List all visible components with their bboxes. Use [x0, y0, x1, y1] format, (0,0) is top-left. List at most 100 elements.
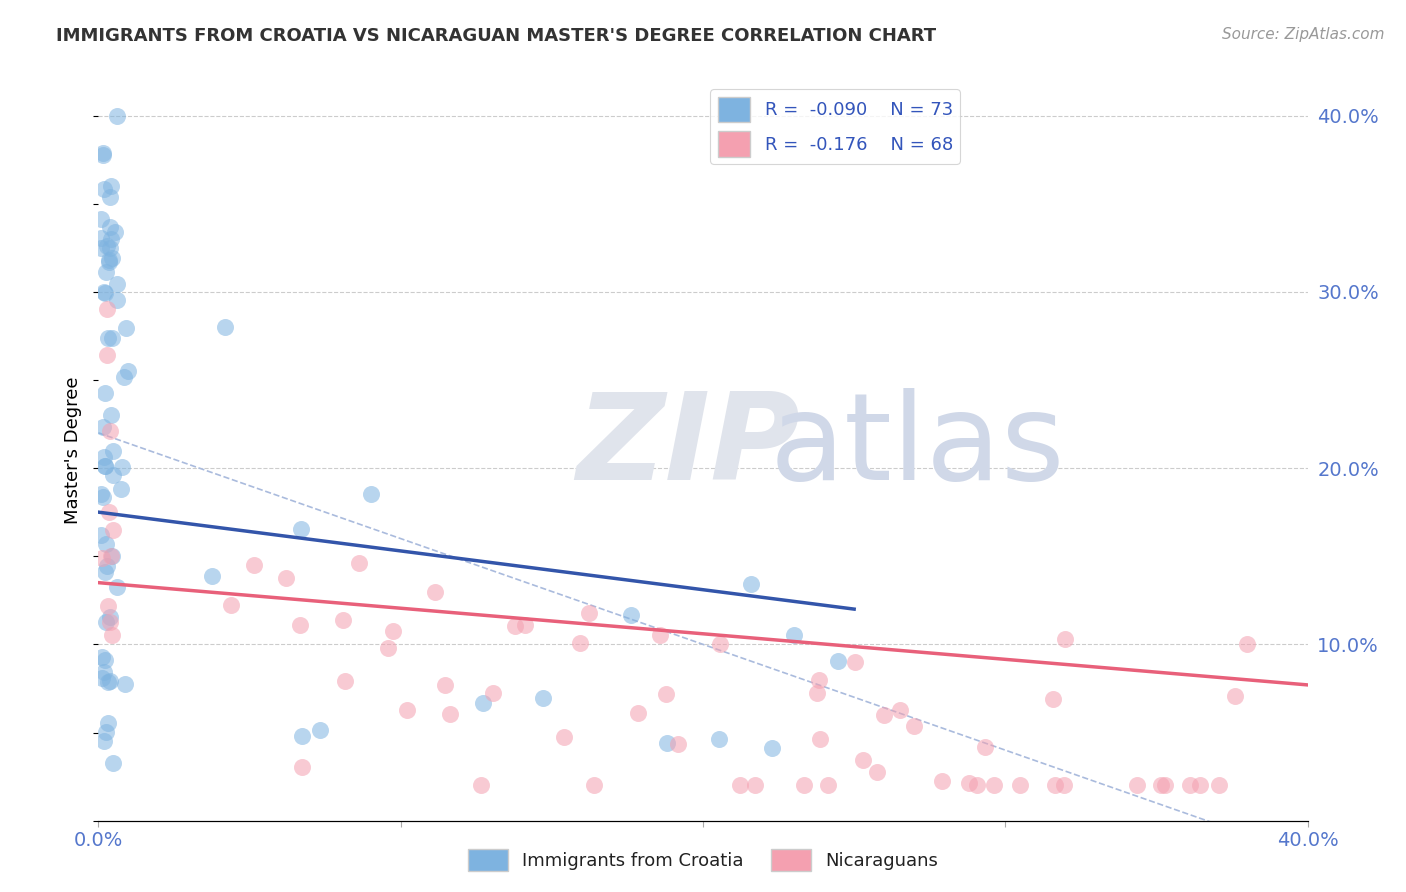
Point: [291, 760, 314, 774]
Point: [90, 230, 112, 244]
Point: [100, 549, 122, 564]
Point: [100, 424, 122, 438]
Point: [97, 599, 120, 613]
Point: [360, 487, 382, 501]
Point: [90, 486, 112, 500]
Point: [1054, 632, 1077, 646]
Point: [973, 740, 995, 755]
Point: [94, 265, 117, 279]
Point: [101, 331, 124, 345]
Point: [100, 232, 122, 246]
Point: [91, 146, 114, 161]
Point: [94, 458, 117, 473]
Point: [214, 320, 236, 334]
Point: [783, 628, 806, 642]
Point: [620, 607, 643, 622]
Point: [851, 753, 873, 767]
Point: [94, 565, 117, 579]
Point: [101, 628, 124, 642]
Point: [290, 729, 312, 743]
Point: [94, 653, 117, 667]
Point: [553, 730, 575, 744]
Point: [531, 690, 554, 705]
Point: [931, 774, 953, 789]
Point: [957, 776, 980, 790]
Point: [377, 640, 399, 655]
Point: [112, 369, 135, 384]
Text: atlas: atlas: [769, 388, 1066, 505]
Point: [219, 599, 242, 613]
Point: [96, 675, 118, 690]
Point: [96, 615, 118, 629]
Point: [98, 505, 121, 519]
Point: [513, 618, 536, 632]
Point: [290, 522, 312, 536]
Point: [93, 182, 115, 196]
Point: [792, 778, 814, 792]
Point: [1223, 689, 1246, 703]
Point: [872, 707, 894, 722]
Point: [97, 715, 120, 730]
Point: [101, 549, 124, 563]
Point: [97, 253, 120, 268]
Point: [332, 613, 354, 627]
Legend: Immigrants from Croatia, Nicaraguans: Immigrants from Croatia, Nicaraguans: [461, 842, 945, 879]
Point: [117, 364, 139, 378]
Point: [105, 580, 128, 594]
Point: [101, 468, 124, 483]
Point: [93, 665, 115, 679]
Point: [93, 734, 115, 748]
Point: [101, 251, 124, 265]
Point: [96, 302, 118, 317]
Point: [1053, 778, 1076, 792]
Point: [93, 285, 115, 300]
Point: [105, 293, 128, 307]
Point: [1154, 778, 1177, 792]
Point: [93, 385, 115, 400]
Point: [817, 778, 839, 792]
Point: [111, 460, 134, 475]
Point: [569, 635, 592, 649]
Point: [1042, 692, 1064, 706]
Point: [115, 320, 138, 334]
Point: [503, 619, 526, 633]
Point: [96, 559, 118, 574]
Text: ZIP: ZIP: [576, 388, 800, 505]
Point: [1010, 778, 1032, 792]
Point: [91, 650, 114, 665]
Point: [761, 740, 783, 755]
Point: [808, 731, 831, 746]
Point: [91, 551, 114, 566]
Y-axis label: Master's Degree: Master's Degree: [65, 376, 83, 524]
Point: [730, 778, 752, 792]
Point: [582, 778, 605, 792]
Point: [98, 241, 121, 255]
Point: [347, 556, 370, 570]
Point: [100, 179, 122, 194]
Point: [90, 211, 112, 226]
Point: [744, 778, 766, 792]
Point: [276, 571, 298, 585]
Point: [844, 655, 866, 669]
Point: [966, 778, 988, 792]
Point: [91, 148, 114, 162]
Text: IMMIGRANTS FROM CROATIA VS NICARAGUAN MASTER'S DEGREE CORRELATION CHART: IMMIGRANTS FROM CROATIA VS NICARAGUAN MA…: [56, 27, 936, 45]
Point: [425, 585, 447, 599]
Point: [91, 490, 114, 504]
Point: [98, 189, 121, 203]
Point: [627, 706, 650, 720]
Point: [94, 724, 117, 739]
Point: [1236, 637, 1258, 651]
Point: [98, 674, 121, 689]
Point: [90, 528, 112, 542]
Point: [94, 537, 117, 551]
Point: [707, 731, 730, 746]
Point: [97, 255, 120, 269]
Point: [101, 443, 124, 458]
Point: [439, 706, 461, 721]
Point: [104, 225, 127, 239]
Point: [655, 687, 678, 701]
Point: [96, 238, 118, 252]
Point: [827, 654, 849, 668]
Point: [578, 606, 600, 620]
